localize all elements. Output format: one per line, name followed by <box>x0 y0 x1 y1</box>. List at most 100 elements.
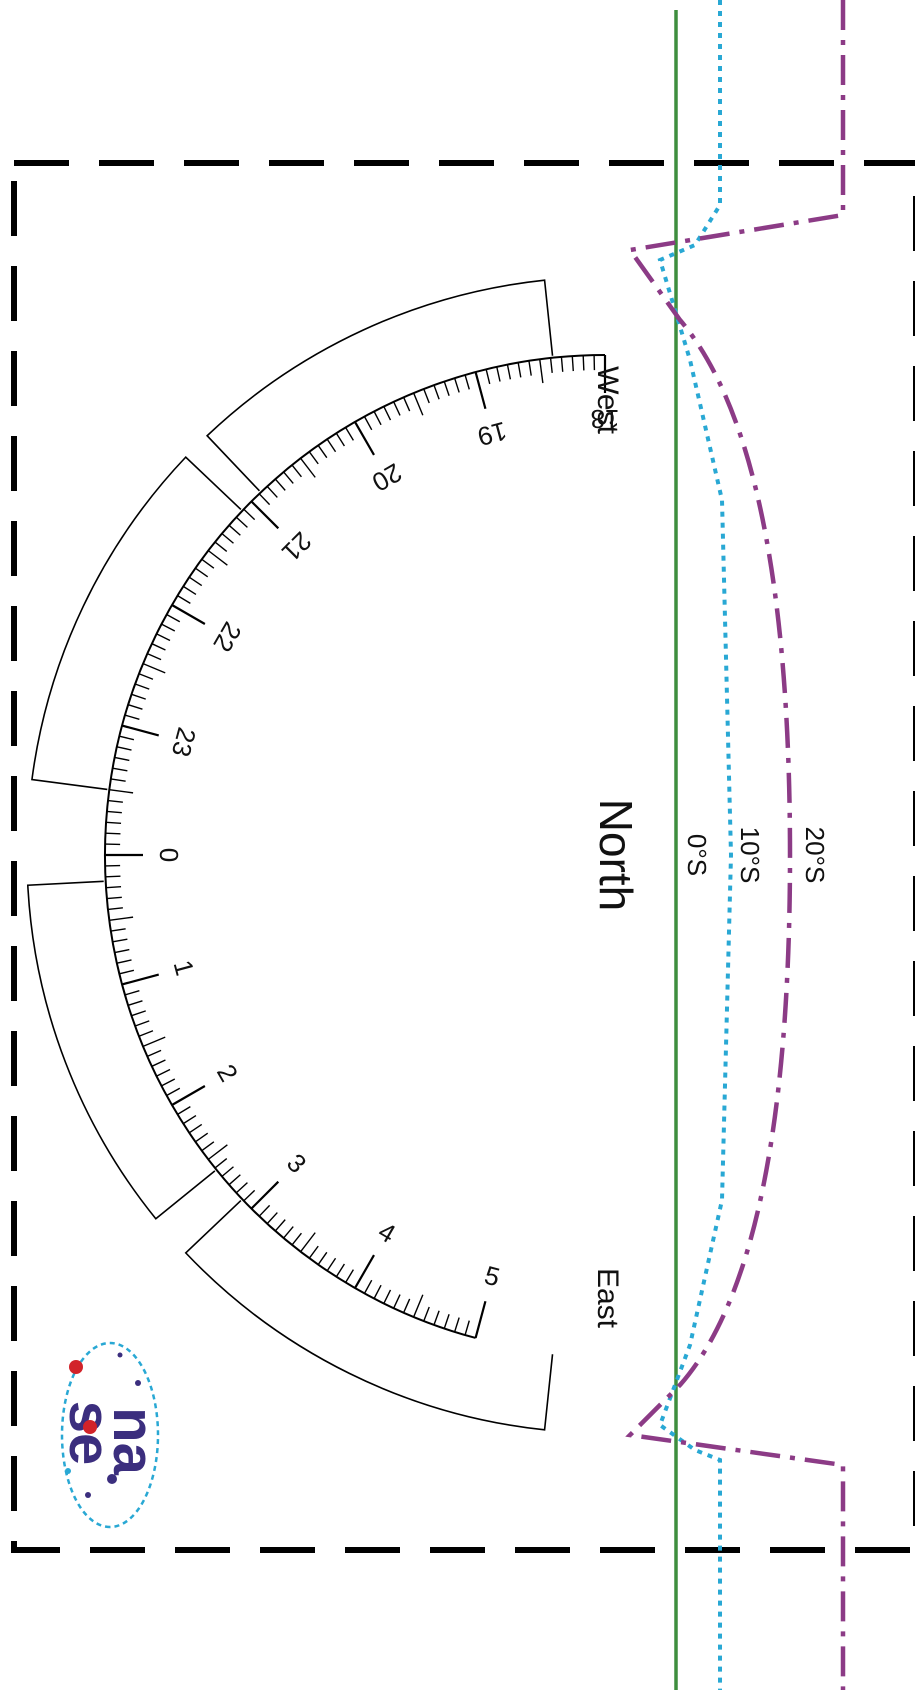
minute-tick <box>374 1285 381 1298</box>
minute-tick <box>195 1133 207 1142</box>
minute-tick <box>152 1060 166 1066</box>
minute-tick <box>143 664 165 673</box>
minute-tick <box>518 363 521 378</box>
minute-tick <box>111 779 126 781</box>
minute-tick <box>119 736 134 740</box>
minute-tick <box>105 833 120 834</box>
minute-tick <box>309 1246 318 1258</box>
minute-tick <box>108 908 123 910</box>
minute-tick <box>195 568 207 577</box>
minute-tick <box>404 397 410 411</box>
hour-tick <box>122 726 159 736</box>
minute-tick <box>540 359 543 383</box>
minute-tick <box>572 356 573 371</box>
minute-tick <box>105 876 120 877</box>
minute-tick <box>551 358 553 373</box>
minute-tick <box>336 433 344 446</box>
minute-tick <box>106 822 121 823</box>
minute-tick <box>183 1116 196 1124</box>
cut-line-border <box>14 163 915 1550</box>
minute-tick <box>109 917 133 920</box>
minute-tick <box>244 1190 255 1200</box>
scale-tab-3 <box>28 881 215 1218</box>
minute-tick <box>178 1107 191 1115</box>
minute-tick <box>267 1213 277 1224</box>
minute-tick <box>301 1233 316 1252</box>
hour-tick <box>172 605 205 624</box>
minute-tick <box>132 1011 146 1016</box>
minute-tick <box>119 970 134 974</box>
minute-tick <box>167 1088 180 1095</box>
minute-tick <box>125 991 139 995</box>
minute-tick <box>111 929 126 931</box>
minute-tick <box>143 1037 165 1046</box>
minute-tick <box>465 375 469 389</box>
latitude-label-10: 10°S <box>735 827 765 884</box>
minute-tick <box>424 389 429 403</box>
logo-dot-5 <box>118 1353 123 1358</box>
scale-tab-1 <box>207 280 552 491</box>
minute-tick <box>259 1205 269 1216</box>
minute-tick <box>109 790 133 793</box>
minute-tick <box>229 525 240 535</box>
minute-tick <box>404 1299 410 1313</box>
hour-tick <box>251 1182 278 1209</box>
minute-tick <box>215 542 227 551</box>
minute-tick <box>132 694 146 699</box>
minute-tick <box>394 1295 400 1309</box>
minute-tick <box>414 393 423 415</box>
minute-tick <box>236 517 247 527</box>
minute-tick <box>125 715 139 719</box>
hour-label-5: 5 <box>481 1260 503 1293</box>
minute-tick <box>346 1270 354 1283</box>
minute-tick <box>139 674 153 679</box>
hour-label-23: 23 <box>166 724 202 760</box>
minute-tick <box>167 615 180 622</box>
minute-tick <box>414 1295 423 1317</box>
minute-tick <box>365 417 372 430</box>
minute-tick <box>108 801 123 803</box>
minute-tick <box>486 369 490 384</box>
minute-tick <box>135 1021 149 1026</box>
minute-tick <box>161 1079 174 1086</box>
minute-tick <box>259 494 269 505</box>
minute-tick <box>106 887 121 888</box>
minute-tick <box>229 1175 240 1185</box>
scale-tab-4 <box>186 1201 553 1430</box>
hour-label-20: 20 <box>367 457 407 497</box>
minute-tick <box>336 1264 344 1277</box>
logo-dot-red-1 <box>69 1360 83 1374</box>
minute-tick <box>215 1159 227 1168</box>
minute-tick <box>157 1070 170 1077</box>
hour-label-2: 2 <box>211 1059 244 1087</box>
minute-tick <box>157 634 170 641</box>
minute-tick <box>365 1280 372 1293</box>
minute-tick <box>113 939 128 942</box>
hour-tick <box>355 1255 374 1288</box>
hour-scale-arc <box>105 355 605 1338</box>
hour-label-19: 19 <box>474 416 510 452</box>
minute-tick <box>465 1321 469 1335</box>
minute-tick <box>275 479 285 490</box>
east-label: East <box>591 1268 624 1329</box>
hour-tick <box>355 422 374 455</box>
minute-tick <box>384 407 391 420</box>
scale-tab-2 <box>32 457 241 789</box>
minute-tick <box>394 402 400 416</box>
west-label: West <box>591 366 624 434</box>
minute-tick <box>202 1142 214 1151</box>
minute-tick <box>128 705 142 710</box>
minute-tick <box>161 624 174 631</box>
minute-tick <box>222 1167 233 1177</box>
logo-dot-red-2 <box>83 1420 97 1434</box>
minute-tick <box>147 654 161 660</box>
minute-tick <box>152 644 166 650</box>
minute-tick <box>384 1290 391 1303</box>
logo-dot-2 <box>85 1492 91 1498</box>
minute-tick <box>301 458 316 477</box>
minute-tick <box>236 1183 247 1193</box>
hour-label-22: 22 <box>207 617 247 657</box>
minute-tick <box>292 465 301 477</box>
